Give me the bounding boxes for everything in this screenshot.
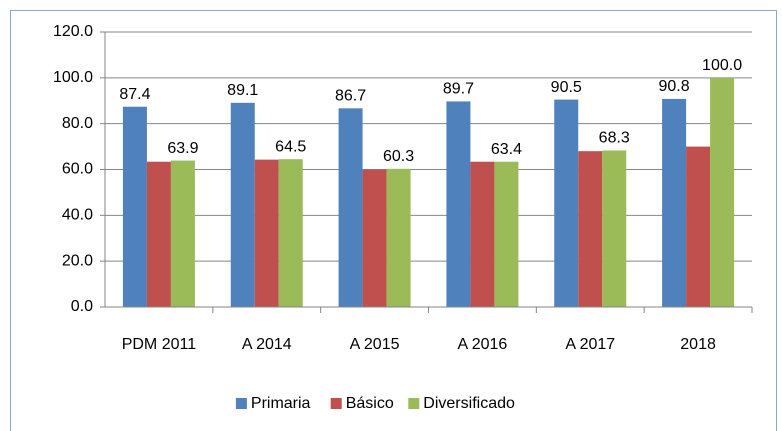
legend-label: Diversificado — [423, 395, 515, 412]
bar — [494, 161, 519, 307]
data-label: 87.4 — [119, 86, 150, 103]
y-tick-label: 80.0 — [62, 115, 93, 132]
y-tick-label: 60.0 — [62, 161, 93, 178]
bar — [362, 169, 387, 307]
y-tick-label: 0.0 — [71, 298, 93, 315]
data-label: 63.4 — [491, 141, 522, 158]
x-tick-label: PDM 2011 — [122, 336, 197, 353]
data-label: 64.5 — [275, 138, 306, 155]
legend-swatch — [408, 398, 420, 409]
bar — [278, 159, 303, 307]
legend-label: Básico — [346, 395, 394, 412]
legend-label: Primaria — [251, 395, 311, 412]
x-tick-label: A 2015 — [350, 336, 400, 353]
y-tick-label: 40.0 — [62, 207, 93, 224]
bar — [554, 99, 579, 308]
data-label: 68.3 — [599, 130, 630, 147]
bar — [578, 151, 603, 307]
bar — [170, 160, 195, 307]
data-label: 89.1 — [227, 82, 258, 99]
data-label: 89.7 — [443, 81, 474, 98]
x-tick-label: A 2017 — [565, 336, 615, 353]
bar — [686, 146, 711, 307]
bar — [470, 161, 495, 307]
x-tick-label: A 2016 — [458, 336, 508, 353]
data-label: 63.9 — [167, 140, 198, 157]
x-tick-label: A 2014 — [242, 336, 292, 353]
bar — [602, 150, 627, 307]
legend-swatch — [330, 398, 342, 409]
legend-swatch — [235, 398, 247, 409]
bar — [122, 106, 147, 307]
data-label: 90.8 — [659, 78, 690, 95]
bar — [710, 77, 735, 307]
data-label: 60.3 — [383, 148, 414, 165]
bar — [146, 161, 171, 307]
x-tick-label: 2018 — [680, 336, 716, 353]
data-label: 86.7 — [335, 88, 366, 105]
y-tick-label: 100.0 — [53, 69, 93, 86]
y-tick-label: 120.0 — [53, 23, 93, 40]
bar — [338, 108, 363, 307]
bar — [662, 98, 687, 308]
data-label: 90.5 — [551, 79, 582, 96]
data-label: 100.0 — [702, 57, 742, 74]
bar — [446, 101, 471, 307]
bar — [386, 168, 411, 307]
bar — [230, 102, 255, 307]
y-tick-label: 20.0 — [62, 252, 93, 269]
bar — [254, 159, 279, 307]
